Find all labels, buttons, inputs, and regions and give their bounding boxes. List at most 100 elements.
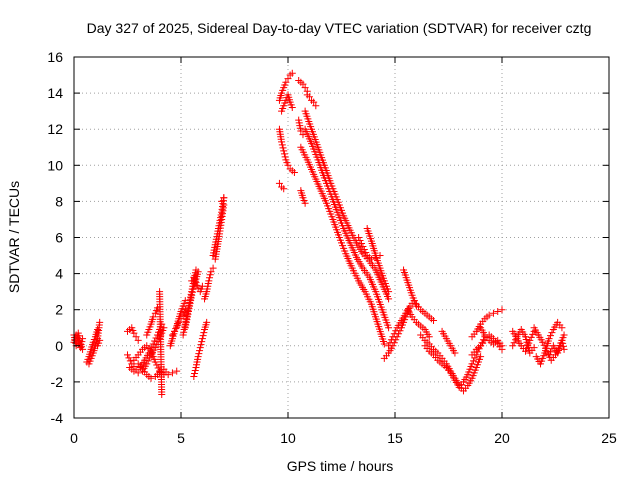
data-point (218, 197, 226, 205)
series-t32 (301, 125, 393, 332)
data-point (527, 333, 535, 341)
data-point (284, 75, 292, 83)
y-tick-label: 0 (55, 338, 63, 354)
series-t17 (188, 273, 206, 296)
data-point (512, 336, 520, 344)
data-point (389, 333, 397, 341)
series-t39 (404, 306, 433, 341)
data-point (152, 334, 160, 342)
data-point (96, 336, 104, 344)
series-t24 (278, 91, 296, 115)
data-point (175, 318, 183, 326)
data-point (305, 93, 313, 101)
y-tick-labels: -4 -2 0 2 4 6 8 10 12 14 16 (47, 49, 63, 426)
data-point (209, 264, 217, 272)
data-point (547, 348, 555, 356)
y-tick-label: -2 (51, 374, 64, 390)
data-point (79, 345, 87, 353)
data-point (559, 342, 567, 350)
data-point (200, 329, 208, 337)
data-point (151, 337, 159, 345)
data-point (164, 371, 172, 379)
data-point (134, 336, 142, 344)
series-t23 (275, 69, 296, 104)
data-point (362, 249, 370, 257)
x-tick-label: 15 (387, 430, 403, 446)
data-point (132, 333, 140, 341)
series-t14 (168, 306, 189, 339)
data-point (479, 336, 487, 344)
data-point (196, 347, 204, 355)
series-t5 (124, 324, 142, 344)
data-point (153, 361, 161, 369)
data-point (451, 349, 459, 357)
data-point (299, 80, 307, 88)
series-t48 (509, 326, 538, 357)
data-point (485, 311, 493, 319)
data-point (539, 338, 547, 346)
data-point (130, 367, 138, 375)
data-point (96, 318, 104, 326)
axis-ticks (73, 56, 610, 419)
data-point (510, 339, 518, 347)
data-point (357, 240, 365, 248)
data-point (560, 331, 568, 339)
data-point (188, 288, 196, 296)
series-t8 (130, 342, 168, 379)
data-point (284, 161, 292, 169)
data-point (275, 179, 283, 187)
data-point (468, 360, 476, 368)
data-point (194, 284, 202, 292)
data-point (278, 141, 286, 149)
data-point (279, 144, 287, 152)
data-point (526, 336, 534, 344)
data-point (198, 335, 206, 343)
data-point (288, 104, 296, 112)
data-point (146, 354, 154, 362)
y-tick-label: 4 (55, 266, 63, 282)
data-point (301, 199, 309, 207)
x-tick-labels: 0 5 10 15 20 25 (70, 430, 617, 446)
data-point (143, 360, 151, 368)
data-point (385, 288, 393, 296)
data-point (297, 127, 305, 135)
series-t50 (532, 318, 566, 368)
data-point (149, 313, 157, 321)
data-point (206, 271, 214, 279)
data-point (194, 268, 202, 276)
data-point (530, 344, 538, 352)
series-t40 (412, 300, 438, 325)
series-t18 (190, 318, 211, 380)
data-point (310, 98, 318, 106)
data-point (553, 348, 561, 356)
data-point (220, 194, 228, 202)
data-point (188, 277, 196, 285)
series-t33 (297, 143, 388, 348)
y-tick-label: 10 (47, 157, 63, 173)
data-point (190, 372, 198, 380)
data-point (280, 185, 288, 193)
data-point (280, 147, 288, 155)
data-point (477, 353, 485, 361)
data-point (290, 169, 298, 177)
x-tick-label: 0 (70, 430, 78, 446)
data-point (173, 367, 181, 375)
y-tick-label: 2 (55, 302, 63, 318)
y-tick-label: 16 (47, 49, 63, 65)
data-point (559, 339, 567, 347)
y-tick-label: 6 (55, 230, 63, 246)
x-tick-label: 20 (494, 430, 510, 446)
data-point (299, 131, 307, 139)
data-point (195, 350, 203, 358)
data-point (188, 291, 196, 299)
series-t21 (211, 201, 228, 263)
data-point (203, 318, 211, 326)
data-point (191, 366, 199, 374)
data-point (278, 138, 286, 146)
data-point (301, 84, 309, 92)
series-t12 (156, 288, 166, 399)
series-t43 (438, 327, 459, 357)
data-point (196, 344, 204, 352)
data-point (197, 341, 205, 349)
data-point (387, 336, 395, 344)
